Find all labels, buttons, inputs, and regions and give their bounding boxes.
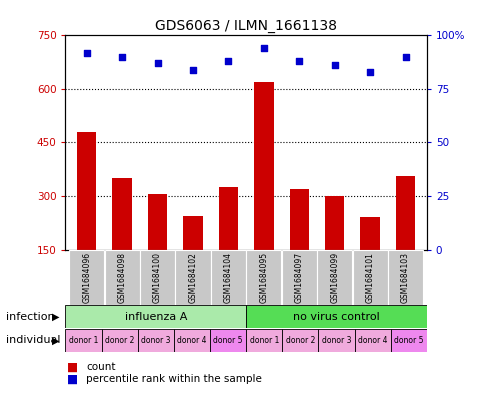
Point bbox=[330, 62, 338, 68]
Bar bbox=[281, 250, 316, 305]
Point bbox=[295, 58, 302, 64]
Text: donor 1: donor 1 bbox=[249, 336, 278, 345]
Bar bbox=[69, 250, 104, 305]
Bar bbox=[390, 329, 426, 352]
Bar bbox=[105, 250, 139, 305]
Text: donor 4: donor 4 bbox=[357, 336, 387, 345]
Bar bbox=[254, 82, 273, 250]
Bar bbox=[360, 217, 379, 250]
Point bbox=[83, 50, 91, 56]
Text: ■: ■ bbox=[67, 361, 78, 374]
Text: GSM1684101: GSM1684101 bbox=[365, 252, 374, 303]
Text: infection: infection bbox=[6, 312, 55, 322]
Text: donor 3: donor 3 bbox=[321, 336, 350, 345]
Bar bbox=[173, 329, 210, 352]
Text: count: count bbox=[86, 362, 116, 373]
Text: ▶: ▶ bbox=[52, 312, 60, 322]
Text: GSM1684104: GSM1684104 bbox=[224, 252, 232, 303]
Bar bbox=[65, 305, 245, 328]
Text: donor 3: donor 3 bbox=[141, 336, 170, 345]
Text: donor 5: donor 5 bbox=[393, 336, 423, 345]
Text: donor 2: donor 2 bbox=[285, 336, 315, 345]
Text: GSM1684102: GSM1684102 bbox=[188, 252, 197, 303]
Point bbox=[189, 66, 197, 73]
Point bbox=[401, 53, 408, 60]
Bar bbox=[282, 329, 318, 352]
Text: donor 4: donor 4 bbox=[177, 336, 206, 345]
Bar bbox=[324, 196, 344, 250]
Text: GSM1684103: GSM1684103 bbox=[400, 252, 409, 303]
Text: influenza A: influenza A bbox=[124, 312, 187, 322]
Bar bbox=[317, 250, 351, 305]
Bar bbox=[175, 250, 210, 305]
Bar bbox=[65, 329, 102, 352]
Bar bbox=[183, 216, 202, 250]
Bar bbox=[112, 178, 132, 250]
Text: ■: ■ bbox=[67, 373, 78, 386]
Bar bbox=[395, 176, 414, 250]
Text: GSM1684098: GSM1684098 bbox=[118, 252, 126, 303]
Bar bbox=[102, 329, 137, 352]
Bar bbox=[77, 132, 96, 250]
Point bbox=[153, 60, 161, 66]
Bar bbox=[210, 329, 245, 352]
Bar bbox=[318, 329, 354, 352]
Text: individual: individual bbox=[6, 335, 60, 345]
Text: GSM1684095: GSM1684095 bbox=[259, 252, 268, 303]
Bar bbox=[211, 250, 245, 305]
Text: no virus control: no virus control bbox=[292, 312, 379, 322]
Bar bbox=[289, 189, 308, 250]
Bar bbox=[387, 250, 422, 305]
Text: donor 5: donor 5 bbox=[213, 336, 242, 345]
Bar bbox=[148, 193, 167, 250]
Text: ▶: ▶ bbox=[52, 335, 60, 345]
Text: GSM1684100: GSM1684100 bbox=[153, 252, 162, 303]
Point bbox=[224, 58, 232, 64]
Point bbox=[259, 45, 267, 51]
Point bbox=[365, 69, 373, 75]
Bar bbox=[245, 305, 426, 328]
Text: GSM1684096: GSM1684096 bbox=[82, 252, 91, 303]
Text: GSM1684097: GSM1684097 bbox=[294, 252, 303, 303]
Bar bbox=[246, 250, 281, 305]
Text: percentile rank within the sample: percentile rank within the sample bbox=[86, 374, 262, 384]
Bar bbox=[352, 250, 387, 305]
Text: donor 2: donor 2 bbox=[105, 336, 134, 345]
Text: GSM1684099: GSM1684099 bbox=[330, 252, 338, 303]
Title: GDS6063 / ILMN_1661138: GDS6063 / ILMN_1661138 bbox=[155, 19, 336, 33]
Bar bbox=[218, 187, 238, 250]
Bar bbox=[140, 250, 175, 305]
Point bbox=[118, 53, 126, 60]
Bar bbox=[245, 329, 282, 352]
Bar bbox=[354, 329, 390, 352]
Text: donor 1: donor 1 bbox=[69, 336, 98, 345]
Bar bbox=[137, 329, 173, 352]
